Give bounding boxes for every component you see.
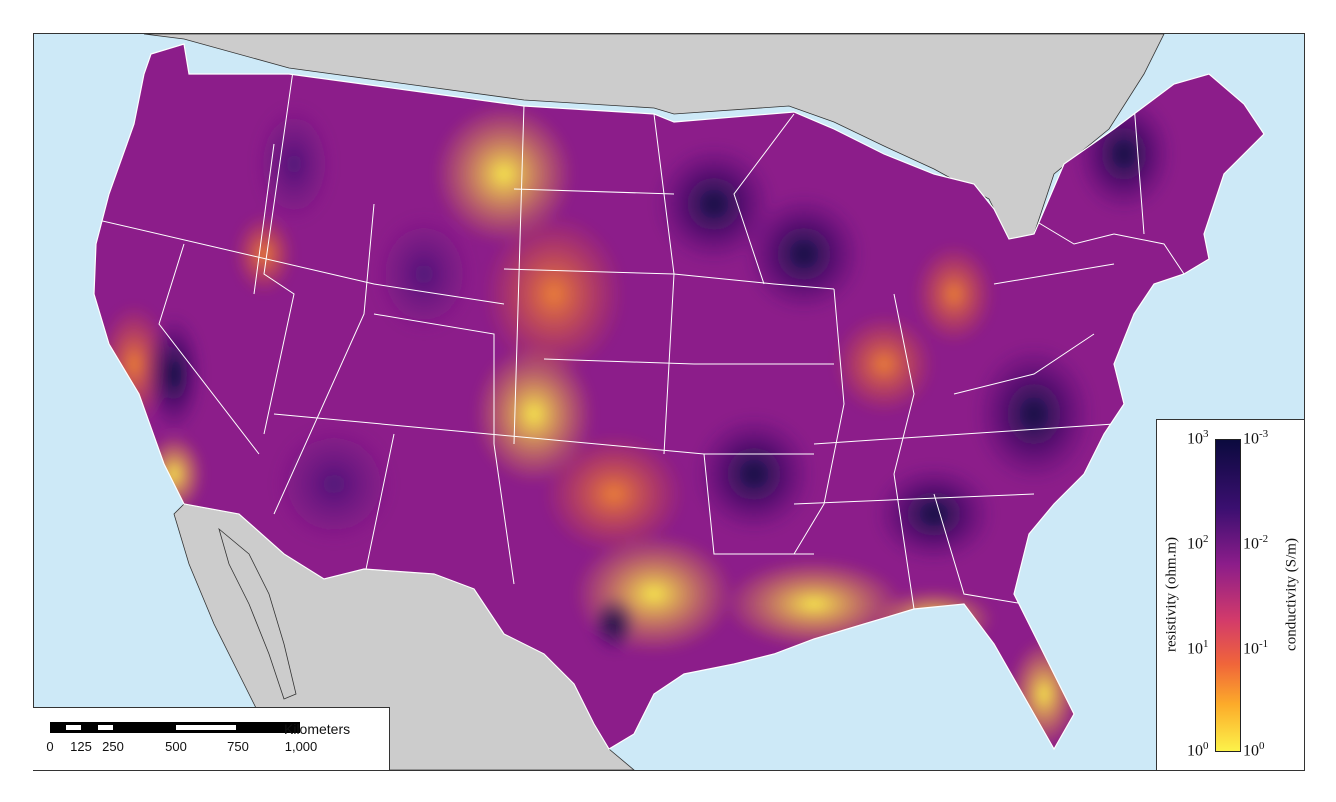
resistivity-label: 102 [1187, 533, 1209, 553]
us-heatmap [94, 44, 1264, 749]
canada-land [143, 34, 1165, 240]
conductivity-map [93, 34, 1265, 770]
scale-bar: Kilometers 0 125 250 500 750 1,000 [33, 707, 390, 770]
conductivity-label-bottom: 100 [1243, 740, 1265, 760]
map-frame [33, 33, 1305, 771]
color-legend: resistivity (ohm.m) conductivity (S/m) 1… [1156, 419, 1305, 771]
scale-tick-label: 250 [102, 739, 124, 754]
scale-tick-label: 1,000 [284, 739, 318, 754]
scale-tick-label: 500 [165, 739, 187, 754]
resistivity-label: 101 [1187, 638, 1209, 658]
state-boundaries [94, 63, 1185, 610]
conductivity-label: 10-2 [1243, 533, 1269, 553]
baja-land [218, 527, 297, 700]
scale-tick-label: 750 [227, 739, 249, 754]
scale-bar-unit: Kilometers [284, 721, 351, 737]
scale-tick-label: 0 [46, 739, 54, 754]
color-scale-bar [1215, 439, 1241, 752]
resistivity-axis-title: resistivity (ohm.m) [1163, 537, 1180, 652]
resistivity-label-top: 103 [1187, 428, 1209, 448]
conductivity-label-top: 10-3 [1243, 428, 1269, 448]
conductivity-label: 10-1 [1243, 638, 1269, 658]
scale-bar-graphic [50, 722, 300, 733]
resistivity-label-bottom: 100 [1187, 740, 1209, 760]
conductivity-axis-title: conductivity (S/m) [1283, 538, 1300, 651]
scale-tick-label: 125 [70, 739, 92, 754]
